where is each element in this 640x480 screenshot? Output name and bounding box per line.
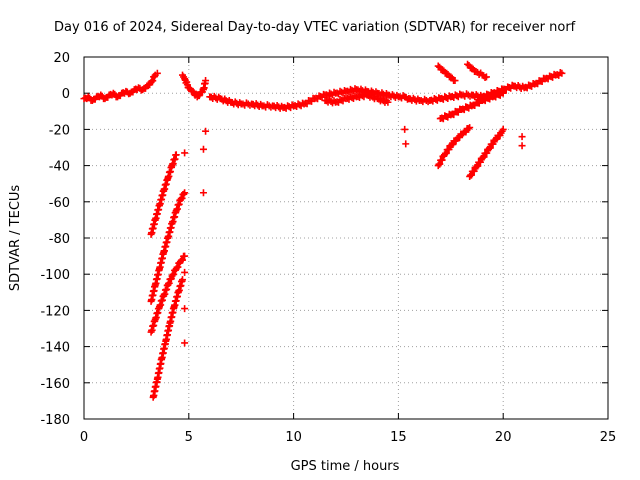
x-tick-label: 25	[600, 430, 617, 445]
x-tick-label: 20	[495, 430, 512, 445]
chart-title: Day 016 of 2024, Sidereal Day-to-day VTE…	[54, 20, 576, 35]
y-tick-label: -120	[40, 304, 70, 319]
data-point	[449, 140, 457, 148]
data-point	[179, 256, 187, 264]
data-point	[445, 145, 453, 153]
series-drop-a	[147, 151, 180, 238]
data-point	[199, 189, 207, 197]
data-point	[199, 145, 207, 153]
data-point	[464, 60, 472, 68]
data-point	[434, 62, 442, 70]
data-point	[482, 73, 490, 81]
data-point	[443, 69, 451, 77]
data-point	[109, 89, 117, 97]
data-point	[195, 92, 203, 100]
series-rise-e	[434, 124, 474, 170]
data-points	[80, 60, 566, 401]
x-tick-label: 15	[390, 430, 407, 445]
series-arc-late-rise	[436, 89, 507, 123]
y-tick-label: -140	[40, 341, 70, 356]
data-point	[474, 162, 482, 170]
series-arc-mid-upper	[321, 90, 392, 107]
data-point	[172, 151, 180, 159]
data-point	[493, 135, 501, 143]
data-point	[464, 125, 472, 133]
y-axis-label: SDTVAR / TECUs	[8, 185, 23, 292]
data-point	[447, 73, 455, 81]
y-tick-label: -80	[49, 232, 70, 247]
data-point	[181, 339, 189, 347]
data-point	[181, 149, 189, 157]
grid-lines	[84, 57, 608, 419]
data-point	[402, 140, 410, 148]
data-point	[438, 66, 446, 74]
series-arc-early-left	[80, 69, 161, 104]
data-point	[476, 158, 484, 166]
data-point	[170, 270, 178, 278]
data-point	[518, 142, 526, 150]
y-tick-label: -160	[40, 377, 70, 392]
y-tick-label: -180	[40, 413, 70, 428]
data-point	[499, 89, 507, 97]
series-drop-b	[147, 189, 189, 305]
data-point	[518, 133, 526, 141]
data-point	[470, 167, 478, 175]
data-point	[181, 252, 189, 260]
data-point	[384, 98, 392, 106]
data-point	[181, 268, 189, 276]
data-point	[489, 140, 497, 148]
data-point	[84, 93, 92, 101]
data-point	[179, 276, 187, 284]
y-tick-label: 20	[53, 51, 70, 66]
series-arc-early-right	[179, 71, 210, 101]
data-point	[174, 263, 182, 271]
y-tick-label: -60	[49, 196, 70, 211]
data-point	[499, 125, 507, 133]
data-point	[97, 91, 105, 99]
series-drop-d	[149, 276, 187, 401]
data-point	[486, 144, 494, 152]
data-point	[442, 149, 450, 157]
data-point	[467, 171, 475, 179]
data-point	[178, 194, 186, 202]
data-point	[181, 305, 189, 313]
data-point	[236, 99, 244, 107]
x-tick-label: 0	[80, 430, 88, 445]
data-point	[456, 90, 464, 98]
series-drop-c	[147, 252, 189, 336]
x-axis-label: GPS time / hours	[291, 459, 400, 474]
series-arc-late-top2	[464, 60, 490, 82]
data-point	[149, 77, 157, 85]
y-tick-label: 0	[62, 87, 70, 102]
data-point	[466, 124, 474, 132]
data-point	[558, 69, 566, 77]
data-point	[401, 125, 409, 133]
data-point	[414, 95, 422, 103]
axis-ticks: 0 5 10 15 20 25 -180 -160 -140 -120 -100 -80 -60 -40 -…	[40, 51, 616, 445]
x-tick-label: 5	[185, 430, 193, 445]
y-tick-label: -100	[40, 268, 70, 283]
data-point	[202, 127, 210, 135]
series-arc-late-top1	[434, 62, 459, 85]
y-tick-label: -40	[49, 160, 70, 175]
data-point	[451, 77, 459, 85]
series-isolated	[181, 125, 526, 347]
x-tick-label: 10	[285, 430, 302, 445]
y-tick-label: -20	[49, 123, 70, 138]
data-point	[153, 69, 161, 77]
data-point	[480, 153, 488, 161]
data-point	[202, 77, 210, 85]
data-point	[257, 100, 265, 108]
data-point	[185, 84, 193, 92]
data-point	[483, 149, 491, 157]
series-rise-f	[466, 125, 507, 180]
data-point	[180, 190, 188, 198]
data-point	[181, 189, 189, 197]
data-point	[468, 64, 476, 72]
